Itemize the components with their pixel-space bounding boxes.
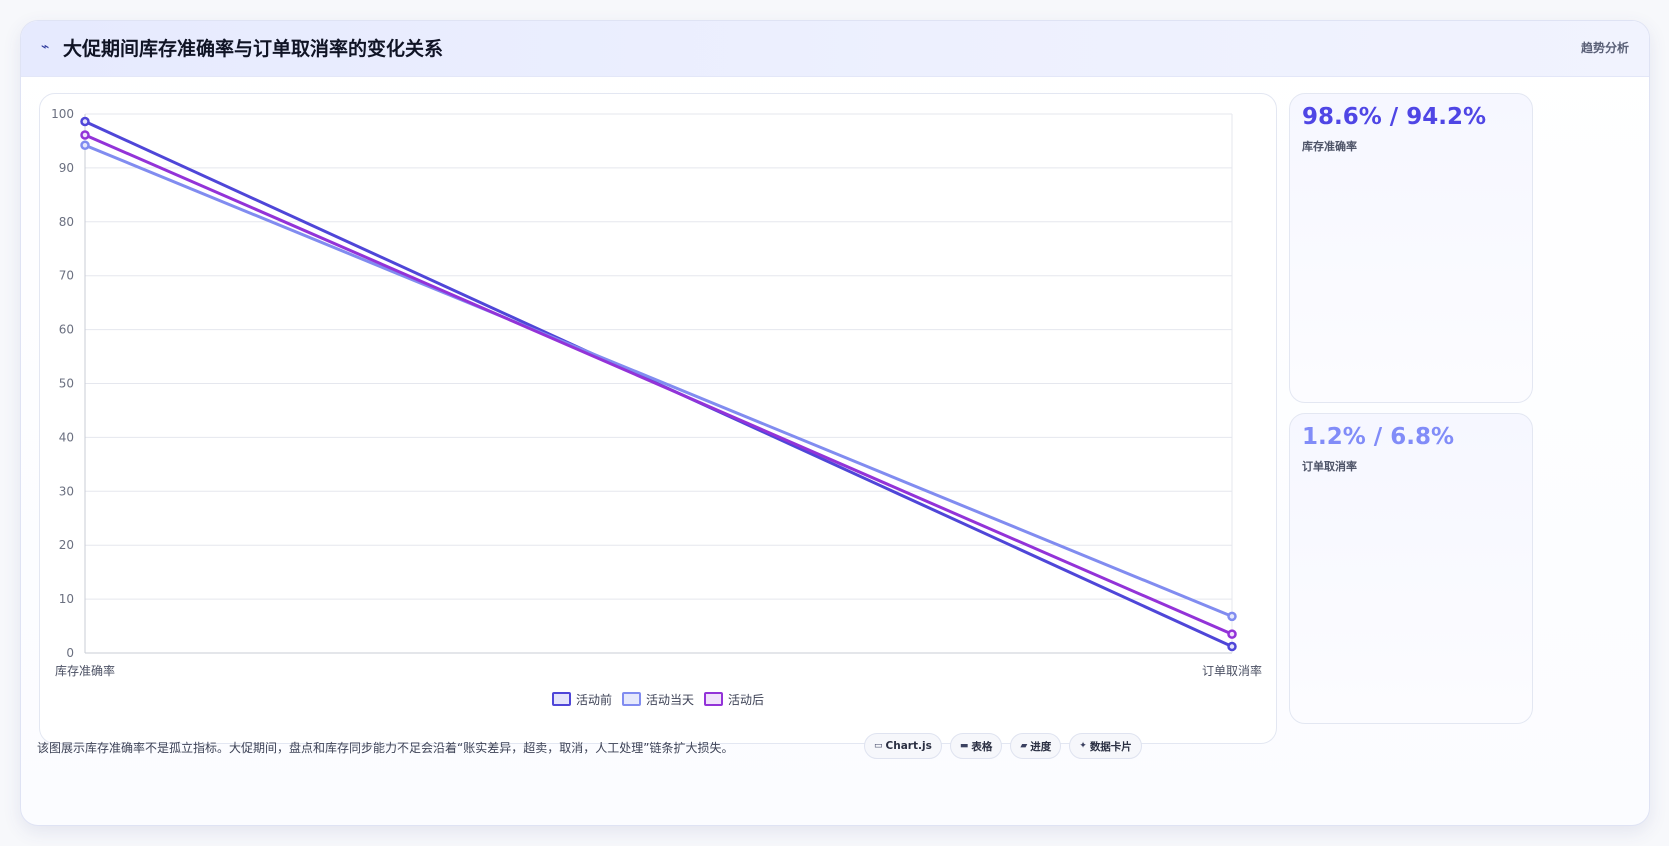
data-point	[1227, 611, 1237, 622]
pill-label: 进度	[1030, 740, 1052, 753]
stat-card-cancel-rate: 1.2% / 6.8% 订单取消率	[1289, 413, 1533, 724]
series-line	[84, 133, 1233, 636]
chart-footnote: 该图展示库存准确率不是孤立指标。大促期间，盘点和库存同步能力不足会沿着“账实差异…	[37, 741, 734, 755]
pill-label: 数据卡片	[1089, 740, 1132, 753]
data-point	[1227, 641, 1237, 652]
chart-icon: ▭	[874, 741, 883, 751]
legend-item[interactable]: 活动后	[704, 690, 764, 708]
y-tick-label: 0	[66, 646, 74, 660]
y-tick-label: 90	[59, 161, 74, 175]
y-tick-label: 40	[59, 430, 74, 444]
legend-item[interactable]: 活动当天	[621, 690, 694, 708]
y-tick-label: 80	[59, 215, 74, 229]
data-point	[80, 116, 90, 127]
y-tick-label: 70	[59, 269, 74, 283]
y-tick-label: 10	[59, 592, 74, 606]
data-point	[80, 140, 90, 151]
chart-card: ⌁ 大促期间库存准确率与订单取消率的变化关系 趋势分析 0 10 20 30 40 50 6…	[20, 20, 1650, 826]
pill-label: 表格	[971, 740, 993, 753]
trend-line-icon: ⌁	[41, 39, 50, 55]
stat-label: 订单取消率	[1302, 460, 1357, 473]
y-tick-label: 20	[59, 538, 74, 552]
progress-icon: ▰	[1020, 741, 1028, 751]
trend-analysis-tag[interactable]: 趋势分析	[1580, 41, 1629, 55]
y-tick-label: 30	[59, 484, 74, 498]
series-line	[84, 143, 1233, 618]
stat-label: 库存准确率	[1302, 140, 1357, 153]
legend-label: 活动前	[575, 692, 612, 707]
pill-table[interactable]: ▬ 表格	[949, 733, 1003, 759]
tag-pills: ▭ Chart.js ▬ 表格 ▰ 进度 ✦ 数据卡片	[864, 733, 1142, 759]
pill-data-card[interactable]: ✦ 数据卡片	[1069, 733, 1142, 759]
legend-item[interactable]: 活动前	[551, 690, 612, 708]
stat-value: 1.2% / 6.8%	[1302, 424, 1454, 450]
y-tick-label: 60	[59, 323, 74, 337]
x-tick-label: 库存准确率	[55, 663, 115, 678]
chart-legend: 活动前 活动当天 活动后	[40, 690, 1276, 708]
stat-value: 98.6% / 94.2%	[1302, 104, 1486, 130]
line-chart: 0 10 20 30 40 50 60 70 80 90 100 库存准确率 订单取消率	[51, 107, 1262, 678]
legend-swatch	[621, 692, 641, 706]
x-tick-label: 订单取消率	[1202, 663, 1262, 678]
table-icon: ▬	[959, 741, 969, 751]
page-title: 大促期间库存准确率与订单取消率的变化关系	[63, 38, 444, 60]
legend-label: 活动后	[728, 692, 765, 707]
legend-swatch	[551, 692, 571, 706]
chart-panel: 0 10 20 30 40 50 60 70 80 90 100 库存准确率 订单取消率 活动前 活动当天…	[39, 93, 1277, 744]
y-tick-label: 100	[51, 107, 74, 121]
legend-swatch	[704, 692, 723, 706]
stat-card-inventory-accuracy: 98.6% / 94.2% 库存准确率	[1289, 93, 1533, 403]
sparkle-icon: ✦	[1079, 741, 1087, 751]
legend-label: 活动当天	[645, 692, 694, 707]
pill-chartjs[interactable]: ▭ Chart.js	[864, 733, 942, 759]
pill-progress[interactable]: ▰ 进度	[1010, 733, 1062, 759]
card-header: ⌁ 大促期间库存准确率与订单取消率的变化关系 趋势分析	[21, 21, 1649, 77]
pill-label: Chart.js	[885, 740, 932, 752]
data-point	[1227, 629, 1237, 639]
y-tick-label: 50	[59, 377, 74, 391]
data-point	[80, 130, 90, 140]
